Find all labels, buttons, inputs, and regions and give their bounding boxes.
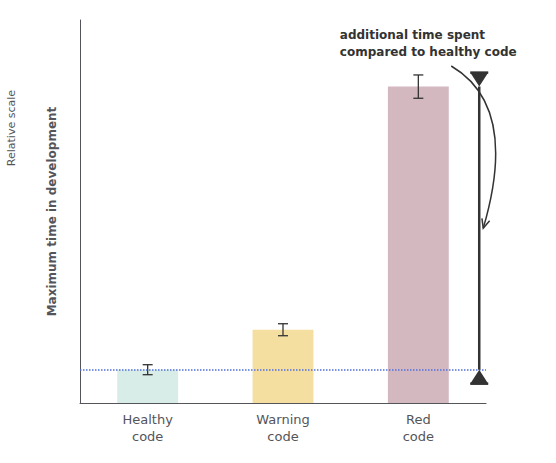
svg-text:compared to healthy code: compared to healthy code [340, 45, 517, 59]
svg-text:Maximum time in development: Maximum time in development [45, 106, 59, 316]
svg-text:additional time spent: additional time spent [340, 28, 486, 42]
svg-text:Relative scale: Relative scale [5, 90, 18, 166]
svg-text:Warning: Warning [256, 412, 309, 427]
svg-text:Red: Red [406, 412, 431, 427]
svg-text:code: code [403, 429, 434, 444]
svg-text:Healthy: Healthy [122, 412, 173, 427]
svg-text:code: code [132, 429, 163, 444]
svg-text:code: code [267, 429, 298, 444]
